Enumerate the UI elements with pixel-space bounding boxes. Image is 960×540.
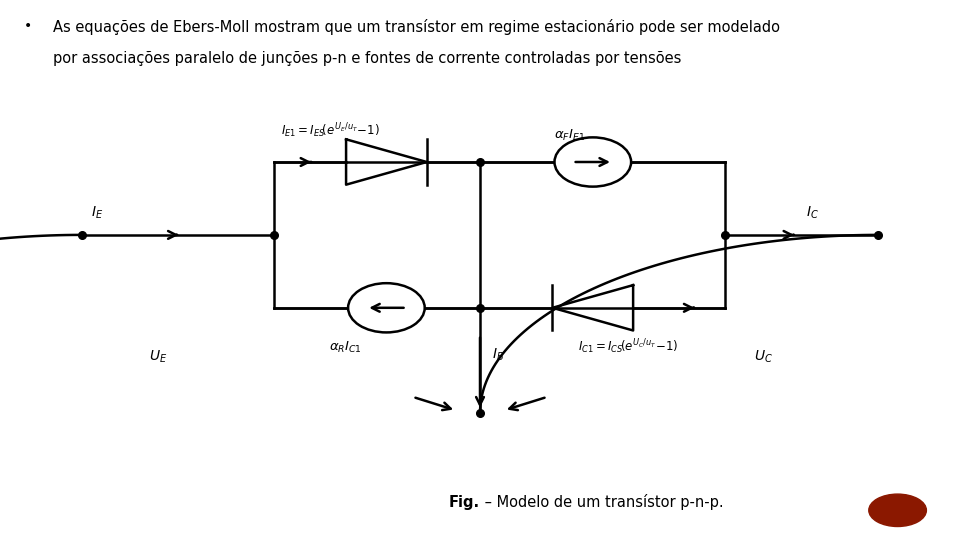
Ellipse shape [348, 283, 424, 333]
Text: por associações paralelo de junções p-n e fontes de corrente controladas por ten: por associações paralelo de junções p-n … [53, 51, 682, 66]
Text: $I_{E1} = I_{ES}\!\left(e^{U_E/u_T}\!-\!1\right)$: $I_{E1} = I_{ES}\!\left(e^{U_E/u_T}\!-\!… [280, 122, 380, 140]
Text: As equações de Ebers-Moll mostram que um transístor em regime estacionário pode : As equações de Ebers-Moll mostram que um… [53, 19, 780, 35]
Text: $I_C$: $I_C$ [806, 205, 819, 221]
Text: Fig.: Fig. [449, 495, 480, 510]
Text: $I_B$: $I_B$ [492, 347, 504, 363]
Text: $U_C$: $U_C$ [754, 348, 773, 364]
Text: $U_E$: $U_E$ [149, 348, 167, 364]
Text: $I_{C1} = I_{CS}\!\left(e^{U_C/u_T}\!-\!1\right)$: $I_{C1} = I_{CS}\!\left(e^{U_C/u_T}\!-\!… [578, 338, 679, 356]
Circle shape [869, 494, 926, 526]
Text: $\alpha_F I_{E1}$: $\alpha_F I_{E1}$ [554, 128, 586, 143]
Ellipse shape [555, 137, 631, 187]
Text: – Modelo de um transístor p-n-p.: – Modelo de um transístor p-n-p. [480, 494, 724, 510]
Text: $\alpha_R I_{C1}$: $\alpha_R I_{C1}$ [328, 340, 362, 355]
Text: $I_E$: $I_E$ [91, 205, 104, 221]
Text: •: • [24, 19, 33, 33]
